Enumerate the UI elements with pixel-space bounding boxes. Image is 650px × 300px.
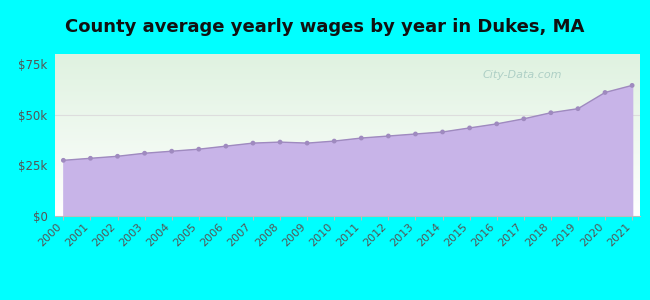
Point [383,134,393,138]
Point [464,125,474,130]
Point [85,156,96,161]
Point [600,90,610,95]
Text: County average yearly wages by year in Dukes, MA: County average yearly wages by year in D… [65,18,585,36]
Point [58,158,68,163]
Point [139,151,150,156]
Point [519,116,529,121]
Point [275,140,285,145]
Point [573,106,583,111]
Point [546,110,556,115]
Point [166,149,177,154]
Point [248,141,258,146]
Point [491,122,502,126]
Point [302,141,312,146]
Point [627,83,637,88]
Point [112,154,123,159]
Point [329,139,339,143]
Point [194,147,204,152]
Text: City-Data.com: City-Data.com [482,70,562,80]
Point [437,130,448,134]
Point [410,132,421,136]
Point [220,144,231,148]
Point [356,136,367,140]
